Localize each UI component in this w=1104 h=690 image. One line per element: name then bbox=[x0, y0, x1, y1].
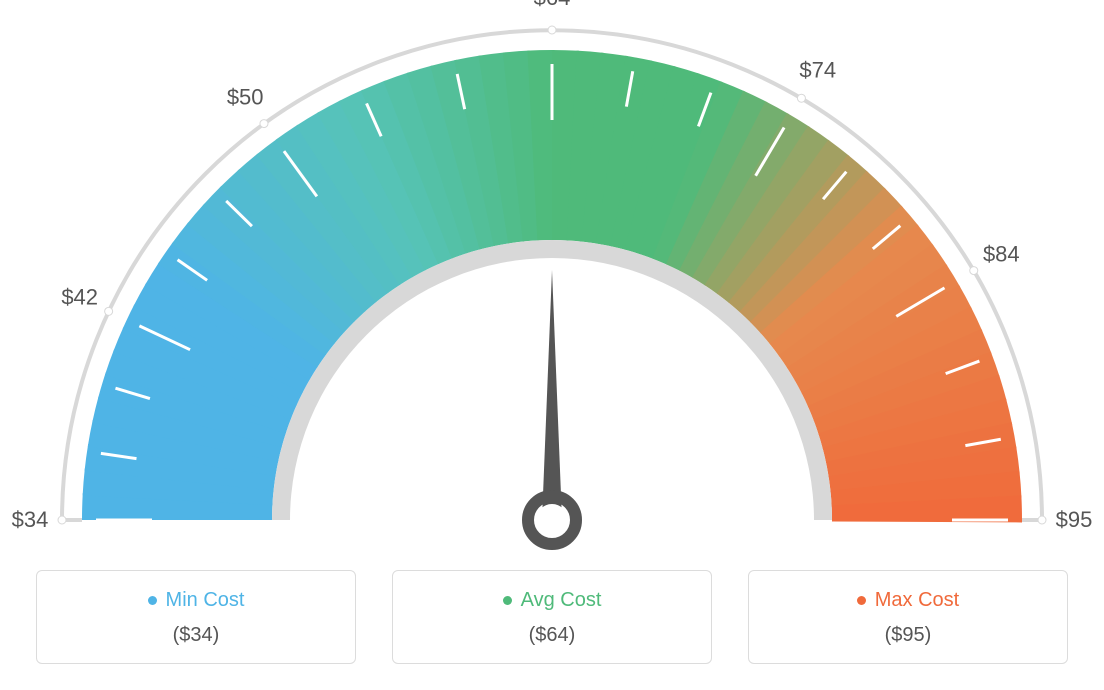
legend-row: Min Cost ($34) Avg Cost ($64) Max Cost (… bbox=[0, 560, 1104, 664]
legend-title-max: Max Cost bbox=[857, 589, 959, 612]
svg-text:$34: $34 bbox=[12, 507, 49, 532]
legend-label-min: Min Cost bbox=[166, 589, 245, 612]
cost-gauge-chart: $34 $42 $50 $64 $74 $84 $95 bbox=[0, 0, 1104, 560]
legend-title-min: Min Cost bbox=[148, 589, 245, 612]
svg-text:$84: $84 bbox=[983, 241, 1020, 266]
legend-value-min: ($34) bbox=[37, 624, 355, 647]
legend-value-avg: ($64) bbox=[393, 624, 711, 647]
legend-dot-max bbox=[857, 596, 866, 605]
svg-text:$64: $64 bbox=[534, 0, 571, 10]
legend-dot-avg bbox=[503, 596, 512, 605]
legend-card-max: Max Cost ($95) bbox=[748, 570, 1068, 664]
svg-text:$42: $42 bbox=[61, 285, 98, 310]
legend-title-avg: Avg Cost bbox=[503, 589, 602, 612]
legend-card-min: Min Cost ($34) bbox=[36, 570, 356, 664]
legend-label-avg: Avg Cost bbox=[521, 589, 602, 612]
gauge-svg: $34 $42 $50 $64 $74 $84 $95 bbox=[0, 0, 1104, 560]
svg-text:$95: $95 bbox=[1056, 507, 1093, 532]
legend-label-max: Max Cost bbox=[875, 589, 959, 612]
svg-text:$50: $50 bbox=[227, 85, 264, 110]
legend-dot-min bbox=[148, 596, 157, 605]
svg-text:$74: $74 bbox=[799, 58, 836, 83]
legend-value-max: ($95) bbox=[749, 624, 1067, 647]
legend-card-avg: Avg Cost ($64) bbox=[392, 570, 712, 664]
